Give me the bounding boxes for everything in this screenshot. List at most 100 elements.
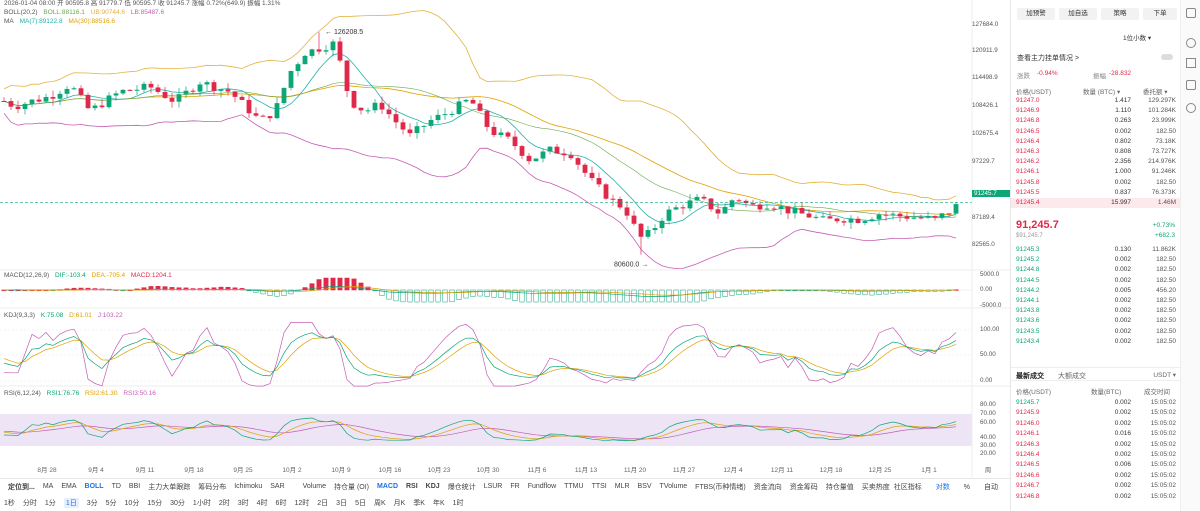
indicator-button[interactable]: TD [111, 483, 121, 490]
indicator-button[interactable]: 持仓量值 [825, 483, 854, 491]
indicator-button[interactable]: 爆仓统计 [447, 483, 476, 491]
macd-bar [267, 289, 273, 296]
indicator-button[interactable]: FR [510, 483, 520, 490]
timeframe-button[interactable]: 1秒 [4, 499, 15, 507]
indicator-button[interactable]: 资金筹码 [789, 483, 818, 491]
order-book-row[interactable]: 91246.9 1.110 101.284K [1011, 106, 1181, 116]
indicator-button[interactable]: 定位到... [8, 483, 35, 491]
order-book-row[interactable]: 91246.8 0.263 23.999K [1011, 116, 1181, 126]
main-orders-toggle[interactable] [1161, 54, 1173, 60]
indicator-button[interactable]: MA [42, 483, 54, 490]
candle-body [134, 89, 140, 91]
timeframe-button[interactable]: 3分 [86, 499, 98, 507]
indicator-button[interactable]: 主力大单跟踪 [148, 483, 191, 491]
order-book-row[interactable]: 91243.6 0.002 182.50 [1011, 316, 1181, 326]
indicator-button[interactable]: LSUR [483, 483, 503, 490]
order-button[interactable]: 下单 [1143, 8, 1177, 20]
order-book-row[interactable]: 91244.8 0.002 182.50 [1011, 265, 1181, 275]
grid-icon[interactable] [1186, 58, 1196, 68]
order-book-row[interactable]: 91243.4 0.002 182.50 [1011, 337, 1181, 347]
timeframe-button[interactable]: 1时 [452, 499, 464, 507]
trades-unit-select[interactable]: USDT ▾ [1153, 372, 1176, 379]
chart-option-button[interactable]: 对数 [935, 484, 950, 491]
timeframe-button[interactable]: 15分 [147, 499, 163, 507]
order-book-row[interactable]: 91243.8 0.002 182.50 [1011, 306, 1181, 316]
precision-select[interactable]: 1位小数 ▾ [1123, 35, 1152, 42]
indicator-button[interactable]: EMA [61, 483, 77, 490]
order-book-row[interactable]: 91246.2 2.356 214.976K [1011, 157, 1181, 167]
settings-icon[interactable] [1186, 103, 1196, 113]
order-book-row[interactable]: 91245.3 0.130 11.862K [1011, 245, 1181, 255]
indicator-button[interactable]: 持仓量 (OI) [334, 483, 369, 491]
order-book-row[interactable]: 91244.1 0.002 182.50 [1011, 296, 1181, 306]
indicator-button[interactable]: TTMU [564, 483, 584, 490]
timeframe-button[interactable]: 2时 [218, 499, 230, 507]
indicator-button[interactable]: BOLL [84, 483, 104, 490]
indicator-button[interactable]: Ichimoku [234, 483, 263, 490]
timeframe-button[interactable]: 年K [432, 499, 445, 507]
timeframe-button[interactable]: 5日 [355, 499, 366, 507]
chat-icon[interactable] [1186, 80, 1196, 90]
indicator-button[interactable]: Volume [302, 483, 326, 490]
timeframe-button[interactable]: 3日 [336, 499, 348, 507]
indicator-button[interactable]: BBI [128, 483, 141, 490]
add-alert-button[interactable]: 加预警 [1017, 8, 1055, 20]
timeframe-button[interactable]: 1分 [44, 499, 56, 507]
order-book-row[interactable]: 91245.5 0.837 76.373K [1011, 188, 1181, 198]
timeframe-button[interactable]: 分时 [22, 499, 37, 507]
order-book-row[interactable]: 91246.4 0.802 73.18K [1011, 137, 1181, 147]
order-book-row[interactable]: 91245.4 15.997 1.46M [1011, 198, 1181, 209]
timeframe-button[interactable]: 10分 [124, 499, 140, 507]
order-book-row[interactable]: 91244.2 0.005 456.20 [1011, 286, 1181, 296]
timeframe-button[interactable]: 月K [393, 499, 406, 507]
order-book-row[interactable]: 91246.3 0.808 73.727K [1011, 147, 1181, 157]
order-book-row[interactable]: 91243.5 0.002 182.50 [1011, 327, 1181, 337]
indicator-button[interactable]: FTBS(币种情绪) [695, 483, 746, 491]
order-book-row[interactable]: 91245.8 0.002 182.50 [1011, 178, 1181, 188]
macd-bar [652, 289, 658, 303]
order-book-row[interactable]: 91247.0 1.417 129.297K [1011, 96, 1181, 106]
main-orders-link[interactable]: 查看主力挂单情况 > [1017, 55, 1080, 62]
order-book-row[interactable]: 91245.2 0.002 182.50 [1011, 255, 1181, 265]
timeframe-button[interactable]: 30分 [170, 499, 185, 507]
chart-area[interactable]: ← 126208.5 80600.0 → 2026-01-04 08:00 开 9… [0, 0, 1010, 478]
indicator-button[interactable]: RSI [406, 483, 418, 490]
timeframe-button[interactable]: 1小时 [192, 499, 211, 507]
indicator-button[interactable]: 资金流向 [753, 483, 782, 491]
order-book-row[interactable]: 91246.1 1.000 91.246K [1011, 167, 1181, 177]
chart-option-button[interactable]: 社区指标 [893, 484, 922, 491]
indicator-button[interactable]: TVolume [659, 483, 688, 490]
indicator-button[interactable]: MLR [614, 483, 630, 490]
panel-icon[interactable] [1186, 8, 1196, 18]
user-icon[interactable] [1186, 38, 1196, 48]
ob-header-qty[interactable]: 数量 (BTC) ▾ [1083, 89, 1121, 96]
indicator-button[interactable]: TTSI [591, 483, 607, 490]
indicator-button[interactable]: BSV [637, 483, 652, 490]
indicator-button[interactable]: 买卖热度 [861, 483, 890, 491]
timeframe-button[interactable]: 周K [373, 499, 386, 507]
timeframe-button[interactable]: 2日 [317, 499, 329, 507]
indicator-button[interactable]: KDJ [425, 483, 440, 490]
order-book-row[interactable]: 91244.5 0.002 182.50 [1011, 276, 1181, 286]
indicator-button[interactable]: SAR [270, 483, 285, 490]
candle-body [8, 101, 14, 107]
timeframe-button[interactable]: 4时 [256, 499, 268, 507]
tab-large-trades[interactable]: 大额成交 [1058, 373, 1086, 380]
indicator-button[interactable]: Fundflow [527, 483, 557, 490]
strategy-button[interactable]: 策略 [1101, 8, 1139, 20]
chart-option-button[interactable]: % [963, 484, 970, 491]
timeframe-button[interactable]: 12时 [294, 499, 310, 507]
indicator-button[interactable]: MACD [377, 483, 398, 490]
order-book-row[interactable]: 91246.5 0.002 182.50 [1011, 127, 1181, 137]
tab-latest-trades[interactable]: 最新成交 [1016, 373, 1044, 380]
add-watchlist-button[interactable]: 加自选 [1059, 8, 1097, 20]
ob-header-total[interactable]: 委托额 ▾ [1143, 89, 1168, 96]
timeframe-button[interactable]: 3时 [237, 499, 249, 507]
candlestick-chart[interactable]: ← 126208.5 80600.0 → [0, 0, 1010, 478]
timeframe-button[interactable]: 1日 [63, 497, 79, 508]
chart-option-button[interactable]: 自动 [984, 484, 998, 491]
timeframe-button[interactable]: 6时 [275, 499, 287, 507]
indicator-button[interactable]: 筹码分布 [198, 483, 227, 491]
timeframe-button[interactable]: 5分 [105, 499, 117, 507]
timeframe-button[interactable]: 季K [413, 499, 425, 507]
